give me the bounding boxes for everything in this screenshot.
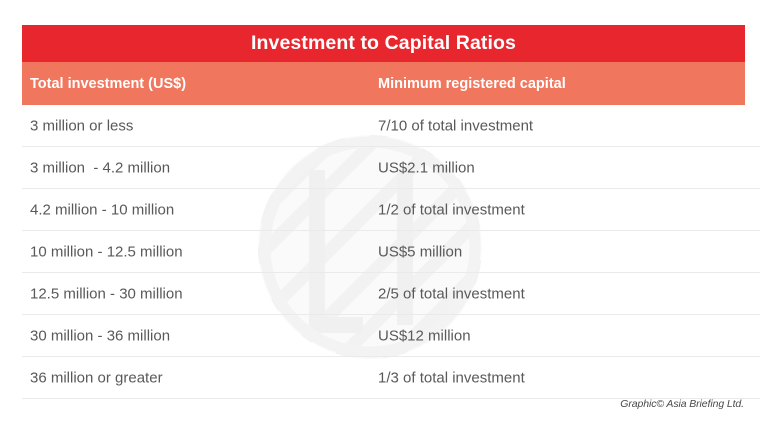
table-body: 3 million or less 7/10 of total investme…: [22, 105, 760, 399]
cell-total-investment: 10 million - 12.5 million: [30, 243, 183, 260]
table-row: 12.5 million - 30 million 2/5 of total i…: [22, 273, 760, 315]
column-header-total-investment: Total investment (US$): [30, 75, 187, 92]
cell-total-investment: 36 million or greater: [30, 369, 163, 386]
cell-total-investment: 3 million - 4.2 million: [30, 159, 171, 176]
graphic-credit: Graphic© Asia Briefing Ltd.: [620, 398, 744, 410]
table-row: 30 million - 36 million US$12 million: [22, 315, 760, 357]
cell-minimum-capital: 2/5 of total investment: [378, 285, 525, 302]
cell-minimum-capital: US$2.1 million: [378, 159, 475, 176]
cell-total-investment: 12.5 million - 30 million: [30, 285, 183, 302]
table-row: 4.2 million - 10 million 1/2 of total in…: [22, 189, 760, 231]
cell-minimum-capital: US$5 million: [378, 243, 463, 260]
cell-minimum-capital: US$12 million: [378, 327, 471, 344]
cell-total-investment: 4.2 million - 10 million: [30, 201, 175, 218]
cell-minimum-capital: 7/10 of total investment: [378, 117, 534, 134]
cell-total-investment: 30 million - 36 million: [30, 327, 171, 344]
table-row: 10 million - 12.5 million US$5 million: [22, 231, 760, 273]
cell-minimum-capital: 1/2 of total investment: [378, 201, 525, 218]
table-row: 3 million - 4.2 million US$2.1 million: [22, 147, 760, 189]
table-row: 3 million or less 7/10 of total investme…: [22, 105, 760, 147]
table-column-header-row: Total investment (US$) Minimum registere…: [22, 62, 745, 105]
table-row: 36 million or greater 1/3 of total inves…: [22, 357, 760, 399]
column-header-minimum-capital: Minimum registered capital: [378, 75, 566, 92]
graphic-title-bar: Investment to Capital Ratios: [22, 25, 745, 62]
cell-minimum-capital: 1/3 of total investment: [378, 369, 525, 386]
graphic-title: Investment to Capital Ratios: [250, 32, 516, 54]
table-header-block: Investment to Capital Ratios Total inves…: [22, 25, 745, 105]
cell-total-investment: 3 million or less: [30, 117, 134, 134]
